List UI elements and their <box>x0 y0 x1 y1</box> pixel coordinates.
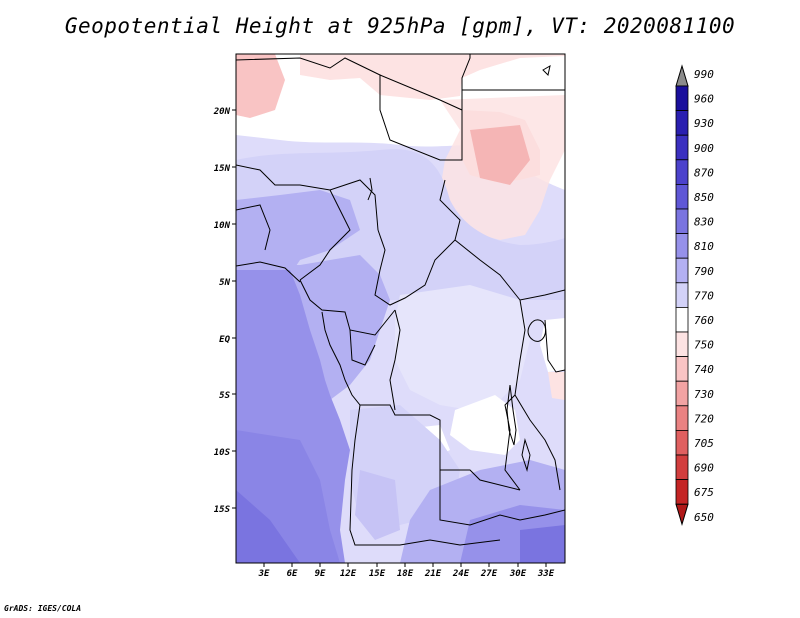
colorbar-box <box>675 429 689 456</box>
lat-label: 10N <box>214 221 231 231</box>
map-frame <box>235 53 566 564</box>
lat-axis: 20N 15N 10N 5N EQ 5S 10S 15S <box>213 107 236 515</box>
lat-label: 15S <box>214 505 231 515</box>
colorbar-label: 705 <box>694 437 714 450</box>
colorbar-label: 690 <box>694 462 714 475</box>
chart-title: Geopotential Height at 925hPa [gpm], VT:… <box>64 14 736 38</box>
height-field <box>236 54 565 563</box>
lon-label: 15E <box>369 569 386 579</box>
colorbar-label: 720 <box>694 412 714 425</box>
lon-label: 33E <box>537 569 555 579</box>
colorbar-label: 870 <box>694 166 714 179</box>
colorbar-label: 750 <box>694 339 714 352</box>
lon-label: 9E <box>315 569 326 579</box>
colorbar-label: 810 <box>694 240 714 253</box>
colorbar-box <box>675 454 689 481</box>
lat-label: 15N <box>214 164 231 174</box>
colorbar-label: 830 <box>694 216 714 229</box>
lat-label: 10S <box>214 448 231 458</box>
colorbar-arrow-bottom <box>675 503 689 526</box>
lon-label: 27E <box>480 569 498 579</box>
colorbar-label: 760 <box>694 314 714 327</box>
colorbar-box <box>675 110 689 136</box>
colorbar-box <box>675 233 689 259</box>
colorbar-label: 675 <box>694 486 714 499</box>
colorbar-box <box>675 356 689 382</box>
colorbar-label: 730 <box>694 388 714 401</box>
lon-label: 3E <box>258 569 270 579</box>
colorbar-label: 790 <box>694 265 714 278</box>
lon-label: 18E <box>397 569 414 579</box>
lakes <box>506 65 551 472</box>
colorbar: 990 960 930 900 870 850 830 810 790 770 760 750 740 7… <box>675 64 714 526</box>
colorbar-label: 900 <box>694 142 714 155</box>
colorbar-label: 930 <box>694 117 714 130</box>
lon-label: 6E <box>287 569 298 579</box>
lon-label: 24E <box>452 569 470 579</box>
colorbar-arrow-top <box>675 64 689 87</box>
colorbar-label: 850 <box>694 191 714 204</box>
lon-label: 12E <box>340 569 357 579</box>
country-borders <box>236 54 565 546</box>
colorbar-box <box>675 208 689 235</box>
colorbar-box <box>675 405 689 431</box>
lon-label: 21E <box>424 569 442 579</box>
lon-label: 30E <box>509 569 527 579</box>
colorbar-box <box>675 134 689 161</box>
colorbar-box <box>675 282 689 308</box>
colorbar-label: 960 <box>694 93 714 106</box>
lon-axis: 3E 6E 9E 12E 15E 18E 21E 24E 27E 30E 33E <box>258 563 555 579</box>
lat-label: 5S <box>219 391 230 401</box>
footer-credit: GrADS: IGES/COLA <box>4 604 82 613</box>
colorbar-label: 990 <box>694 68 714 81</box>
colorbar-box <box>675 183 689 210</box>
colorbar-label: 740 <box>694 363 714 376</box>
colorbar-label: 770 <box>694 289 714 302</box>
lat-label: 5N <box>219 278 230 288</box>
colorbar-label: 650 <box>694 511 714 524</box>
lat-label: EQ <box>219 335 230 345</box>
colorbar-box <box>675 479 689 505</box>
colorbar-box <box>675 306 689 333</box>
colorbar-box <box>675 85 689 112</box>
colorbar-box <box>675 159 689 185</box>
colorbar-box <box>675 257 689 284</box>
colorbar-box <box>675 380 689 407</box>
lat-label: 20N <box>213 107 231 117</box>
colorbar-box <box>675 331 689 358</box>
